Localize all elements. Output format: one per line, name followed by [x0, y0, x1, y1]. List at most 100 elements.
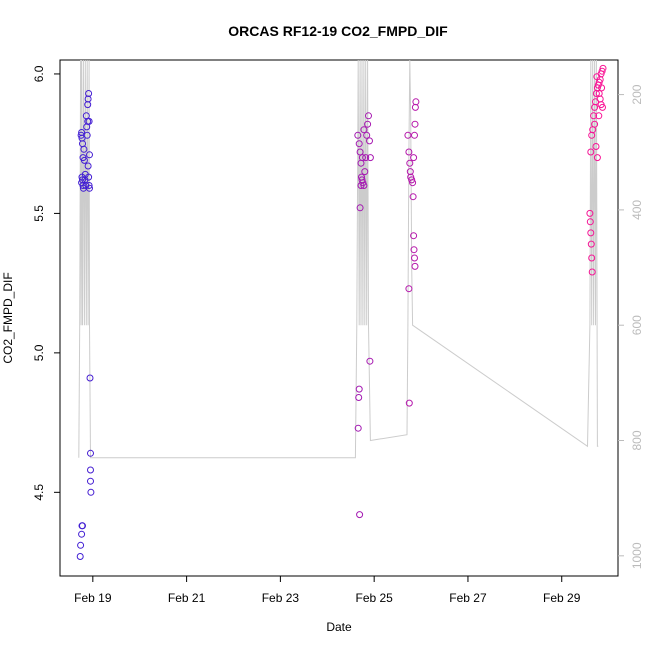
data-point	[356, 204, 364, 212]
data-point	[87, 466, 94, 474]
data-point	[404, 131, 412, 139]
data-point	[588, 131, 596, 139]
data-point	[588, 254, 596, 262]
y-axis-left: 4.5 5.0 5.5 6.0	[32, 65, 60, 501]
data-point	[586, 218, 594, 226]
x-tick-label: Feb 19	[74, 591, 112, 605]
y-axis-right: 200 400 600 800 1000	[618, 84, 644, 569]
data-point	[412, 98, 420, 106]
data-point	[84, 101, 92, 109]
data-point	[356, 511, 364, 519]
data-point	[365, 112, 372, 120]
data-point	[405, 148, 413, 156]
x-tick-label: Feb 21	[168, 591, 206, 605]
data-point	[591, 120, 599, 128]
data-point	[366, 357, 374, 365]
data-point	[411, 103, 419, 111]
data-point	[596, 95, 604, 103]
x-tick-label: Feb 27	[449, 591, 487, 605]
data-point	[409, 193, 417, 201]
data-point	[85, 173, 93, 181]
data-point	[588, 268, 596, 276]
y-tick-label: 4.5	[32, 484, 46, 501]
data-point	[595, 90, 603, 97]
data-point	[358, 154, 366, 162]
y-tick-label: 5.0	[32, 344, 46, 361]
data-point	[80, 156, 88, 164]
data-point	[410, 154, 418, 162]
data-point	[355, 394, 363, 401]
y2-tick-label: 1000	[630, 542, 644, 569]
data-point	[587, 148, 595, 156]
data-point	[406, 159, 414, 167]
data-point	[80, 145, 88, 153]
x-tick-label: Feb 29	[543, 591, 581, 605]
data-point	[590, 112, 598, 120]
y-axis-label: CO2_FMPD_DIF	[1, 272, 15, 363]
data-point	[77, 541, 85, 549]
data-point	[593, 73, 601, 81]
data-point	[79, 522, 86, 530]
data-point	[85, 117, 93, 125]
data-point	[363, 131, 371, 139]
data-point	[86, 151, 93, 159]
data-point	[587, 229, 595, 237]
data-point	[87, 449, 94, 457]
data-point	[364, 120, 372, 128]
data-point	[366, 137, 373, 145]
x-axis: Feb 19 Feb 21 Feb 23 Feb 25 Feb 27 Feb 29	[74, 576, 581, 605]
data-point	[411, 254, 418, 262]
data-point	[85, 182, 93, 189]
data-point	[78, 530, 86, 538]
series-line	[78, 59, 599, 459]
y-tick-label: 6.0	[32, 65, 46, 82]
y-tick-label: 5.5	[32, 205, 46, 222]
data-point	[408, 176, 416, 184]
data-point	[354, 131, 362, 139]
y2-tick-label: 600	[630, 315, 644, 335]
data-point	[361, 168, 369, 176]
data-point	[83, 131, 91, 139]
y2-tick-label: 200	[630, 84, 644, 104]
data-point	[362, 154, 370, 162]
data-point	[411, 131, 418, 139]
x-tick-label: Feb 23	[262, 591, 300, 605]
data-point	[409, 179, 417, 187]
data-point	[593, 154, 601, 162]
data-point	[355, 385, 363, 393]
data-point	[592, 143, 600, 150]
x-tick-label: Feb 25	[355, 591, 393, 605]
data-point	[357, 182, 365, 189]
y2-tick-label: 800	[630, 430, 644, 450]
data-point	[595, 112, 603, 120]
data-point	[86, 184, 93, 192]
data-point	[87, 488, 95, 496]
points-layer	[76, 64, 607, 560]
data-point	[366, 154, 374, 162]
data-point	[86, 374, 94, 382]
data-point	[87, 477, 94, 485]
data-point	[598, 84, 606, 92]
line-layer	[78, 59, 599, 459]
data-point	[410, 232, 418, 240]
x-axis-label: Date	[326, 620, 352, 634]
data-point	[84, 162, 92, 170]
data-point	[597, 101, 605, 109]
data-point	[599, 64, 607, 72]
data-point	[405, 399, 413, 407]
y2-tick-label: 400	[630, 200, 644, 220]
data-point	[355, 140, 363, 148]
data-point	[587, 240, 595, 248]
data-point	[586, 209, 594, 217]
data-point	[360, 126, 368, 134]
chart-title: ORCAS RF12-19 CO2_FMPD_DIF	[228, 23, 448, 39]
data-point	[411, 262, 419, 270]
plot-frame	[59, 59, 619, 577]
data-point	[76, 553, 84, 560]
data-point	[405, 285, 413, 293]
data-point	[85, 90, 93, 97]
data-point	[410, 246, 418, 254]
data-point	[354, 424, 362, 432]
